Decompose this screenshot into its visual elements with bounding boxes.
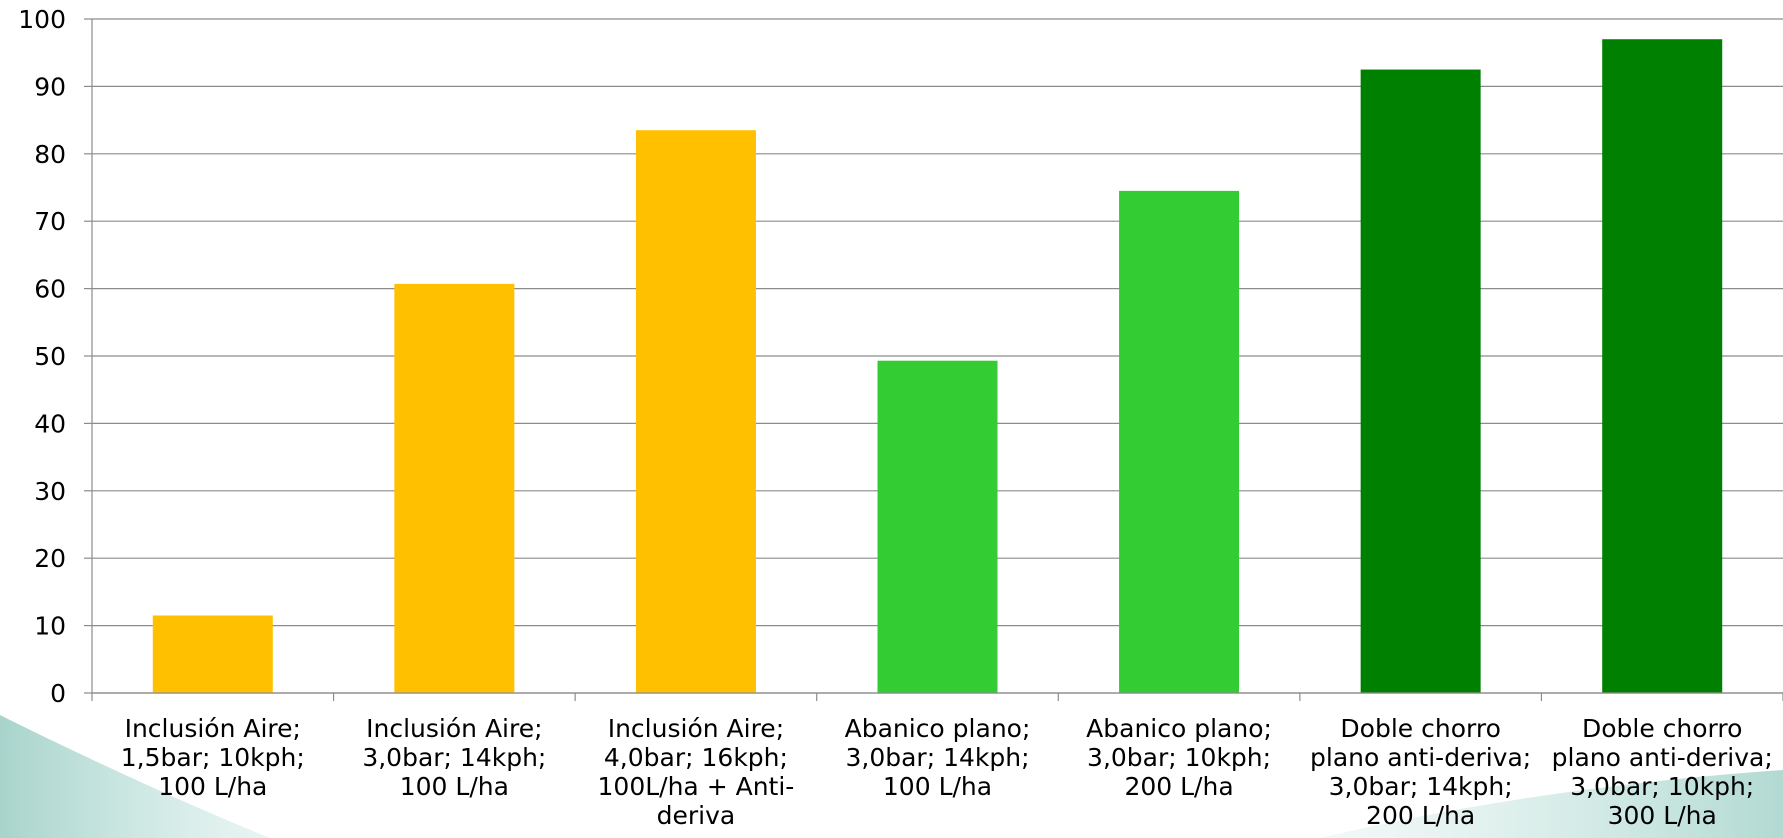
bar <box>1361 70 1481 693</box>
y-tick-label: 10 <box>34 612 66 641</box>
x-category-label-line: 100 L/ha <box>883 772 992 801</box>
y-tick-label: 30 <box>34 477 66 506</box>
x-category-label-line: 100L/ha + Anti- <box>598 772 795 801</box>
x-category-label-line: Abanico plano; <box>845 714 1031 743</box>
x-category-label: Inclusión Aire; 4,0bar; 16kph; 100L/ha + A… <box>598 714 795 830</box>
x-category-label: Abanico plano; 3,0bar; 14kph; 100 L/ha <box>845 714 1031 801</box>
x-category-label-line: 300 L/ha <box>1608 801 1717 830</box>
x-category-label-line: 3,0bar; 10kph; <box>1087 743 1271 772</box>
x-category-label: Abanico plano; 3,0bar; 10kph; 200 L/ha <box>1086 714 1272 801</box>
bar <box>1602 39 1722 693</box>
bars <box>153 39 1722 693</box>
bar <box>153 615 273 693</box>
x-category-label-line: plano anti-deriva; <box>1552 743 1773 772</box>
y-tick-label: 90 <box>34 72 66 101</box>
x-category-label: Inclusión Aire; 3,0bar; 14kph; 100 L/ha <box>362 714 546 801</box>
bar <box>636 130 756 693</box>
y-tick-label: 50 <box>34 342 66 371</box>
x-category-label-line: 200 L/ha <box>1366 801 1475 830</box>
bar <box>878 361 998 693</box>
x-category-label-line: 3,0bar; 14kph; <box>362 743 546 772</box>
x-category-label-line: Inclusión Aire; <box>366 714 542 743</box>
x-category-label-line: 3,0bar; 14kph; <box>845 743 1029 772</box>
x-category-label-line: Doble chorro <box>1582 714 1742 743</box>
x-category-label-line: 100 L/ha <box>400 772 509 801</box>
x-category-label-line: 3,0bar; 14kph; <box>1329 772 1513 801</box>
x-category-label-line: 1,5bar; 10kph; <box>121 743 305 772</box>
y-tick-label: 20 <box>34 544 66 573</box>
y-tick-label: 0 <box>50 679 66 708</box>
bar <box>1119 191 1239 693</box>
y-tick-label: 80 <box>34 140 66 169</box>
x-category-label-line: Abanico plano; <box>1086 714 1272 743</box>
x-category-label-line: 3,0bar; 10kph; <box>1570 772 1754 801</box>
y-tick-label: 100 <box>18 5 66 34</box>
x-category-label-line: 4,0bar; 16kph; <box>604 743 788 772</box>
y-tick-label: 70 <box>34 207 66 236</box>
bar <box>394 284 514 693</box>
y-tick-label: 40 <box>34 409 66 438</box>
x-category-label-line: Doble chorro <box>1340 714 1500 743</box>
x-category-label-line: 100 L/ha <box>158 772 267 801</box>
x-category-label-line: deriva <box>657 801 736 830</box>
x-category-label-line: 200 L/ha <box>1124 772 1233 801</box>
x-category-label-line: plano anti-deriva; <box>1310 743 1531 772</box>
x-category-label-line: Inclusión Aire; <box>608 714 784 743</box>
y-tick-label: 60 <box>34 275 66 304</box>
x-category-label-line: Inclusión Aire; <box>125 714 301 743</box>
y-axis-tick-labels: 0 10 20 30 40 50 60 70 80 90 100 <box>18 5 66 708</box>
